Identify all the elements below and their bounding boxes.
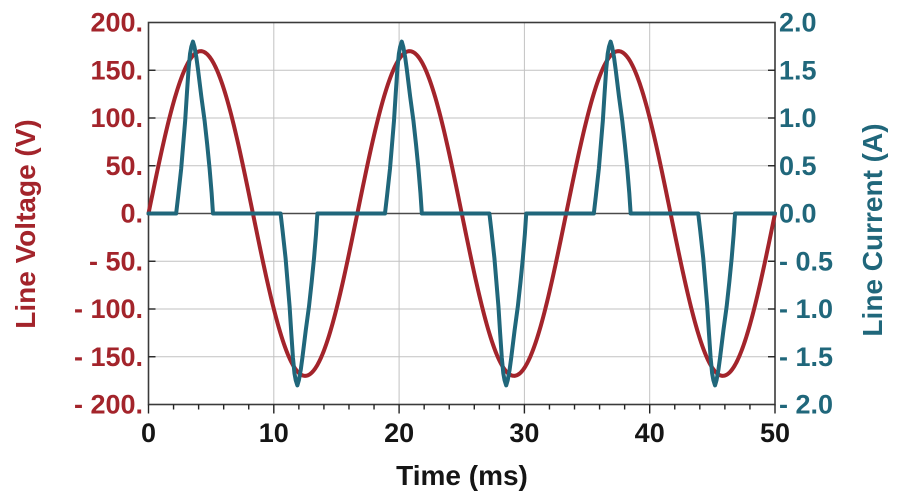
y-left-tick-label: - 100. [74, 294, 143, 324]
y-left-tick-label: 150. [90, 55, 143, 85]
x-tick-label: 40 [635, 418, 665, 448]
y-right-tick-label: 1.0 [779, 103, 817, 133]
y-left-tick-label: 200. [90, 8, 143, 38]
y-right-tick-label: 0.0 [779, 199, 817, 229]
y-left-tick-label: 0. [120, 199, 143, 229]
y-right-tick-label: 2.0 [779, 8, 817, 38]
x-tick-label: 50 [760, 418, 790, 448]
y-right-tick-label: 0.5 [779, 151, 817, 181]
y-left-tick-label: - 150. [74, 342, 143, 372]
y-left-tick-label: - 200. [74, 390, 143, 420]
line-current-curve [146, 39, 777, 388]
y-left-tick-label: 100. [90, 103, 143, 133]
x-tick-label: 30 [509, 418, 539, 448]
y-right-tick-label: - 2.0 [779, 390, 833, 420]
x-tick-label: 0 [141, 418, 156, 448]
y-left-tick-label: - 50. [89, 246, 143, 276]
y-right-tick-label: - 1.0 [779, 294, 833, 324]
x-axis-title: Time (ms) [396, 460, 528, 491]
x-tick-label: 10 [259, 418, 289, 448]
x-tick-label: 20 [384, 418, 414, 448]
left-axis-title: Line Voltage (V) [10, 119, 41, 329]
y-right-tick-label: 1.5 [779, 55, 817, 85]
y-right-tick-label: - 1.5 [779, 342, 833, 372]
right-axis-title: Line Current (A) [857, 123, 888, 337]
y-left-tick-label: 50. [105, 151, 143, 181]
y-right-tick-label: - 0.5 [779, 246, 833, 276]
